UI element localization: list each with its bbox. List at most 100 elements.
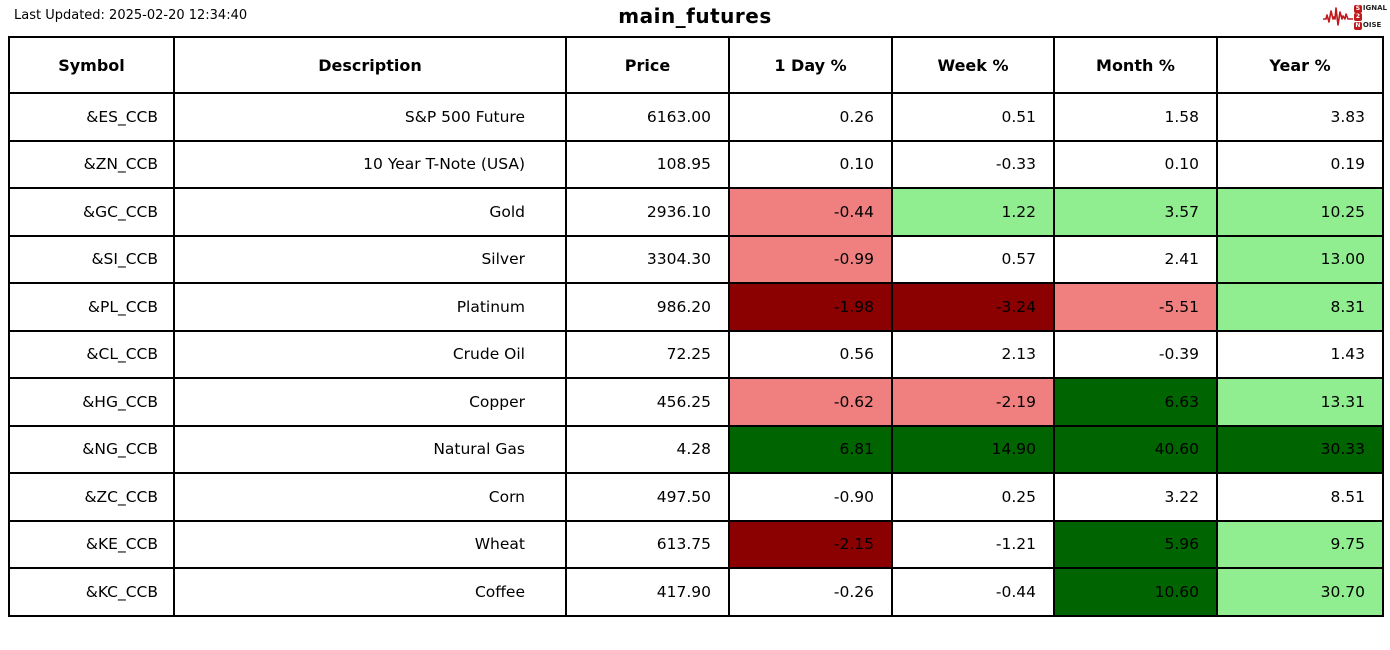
- year-cell: 10.25: [1216, 187, 1384, 237]
- logo-noise-rest: OISE: [1362, 21, 1382, 29]
- logo-line-two: 2: [1353, 13, 1387, 21]
- description-cell: Wheat: [173, 519, 567, 569]
- symbol-cell: &ES_CCB: [8, 92, 175, 142]
- year-cell: 13.31: [1216, 377, 1384, 427]
- column-header-price: Price: [565, 36, 730, 94]
- table-row: &PL_CCB Platinum 986.20 -1.98 -3.24 -5.51 8.31: [8, 282, 1384, 332]
- column-header-symbol: Symbol: [8, 36, 175, 94]
- symbol-cell: &SI_CCB: [8, 234, 175, 284]
- week-cell: 0.25: [891, 472, 1055, 522]
- week-cell: 0.51: [891, 92, 1055, 142]
- week-cell: -3.24: [891, 282, 1055, 332]
- month-cell: 0.10: [1053, 139, 1218, 189]
- day-cell: 0.10: [728, 139, 893, 189]
- price-cell: 6163.00: [565, 92, 730, 142]
- day-cell: -2.15: [728, 519, 893, 569]
- week-cell: -1.21: [891, 519, 1055, 569]
- week-cell: 0.57: [891, 234, 1055, 284]
- table-row: &GC_CCB Gold 2936.10 -0.44 1.22 3.57 10.25: [8, 187, 1384, 237]
- signal2noise-logo: S IGNAL 2 N OISE: [1322, 3, 1387, 31]
- waveform-icon: [1322, 3, 1354, 31]
- year-cell: 30.33: [1216, 424, 1384, 474]
- column-header-description: Description: [173, 36, 567, 94]
- month-cell: -0.39: [1053, 329, 1218, 379]
- price-cell: 613.75: [565, 519, 730, 569]
- column-header-month: Month %: [1053, 36, 1218, 94]
- logo-badge-n: N: [1353, 21, 1362, 30]
- day-cell: -0.62: [728, 377, 893, 427]
- description-cell: Platinum: [173, 282, 567, 332]
- table-row: &HG_CCB Copper 456.25 -0.62 -2.19 6.63 13.31: [8, 377, 1384, 427]
- logo-wordmark: S IGNAL 2 N OISE: [1353, 4, 1387, 30]
- column-header-week: Week %: [891, 36, 1055, 94]
- futures-table: Symbol Description Price 1 Day % Week % Month…: [8, 36, 1384, 617]
- day-cell: -0.26: [728, 567, 893, 617]
- price-cell: 417.90: [565, 567, 730, 617]
- symbol-cell: &KE_CCB: [8, 519, 175, 569]
- month-cell: -5.51: [1053, 282, 1218, 332]
- day-cell: 0.56: [728, 329, 893, 379]
- description-cell: Copper: [173, 377, 567, 427]
- table-row: &ES_CCB S&P 500 Future 6163.00 0.26 0.51 1.58…: [8, 92, 1384, 142]
- price-cell: 3304.30: [565, 234, 730, 284]
- table-row: &ZC_CCB Corn 497.50 -0.90 0.25 3.22 8.51: [8, 472, 1384, 522]
- logo-badge-2: 2: [1353, 13, 1362, 21]
- price-cell: 72.25: [565, 329, 730, 379]
- year-cell: 8.51: [1216, 472, 1384, 522]
- description-cell: 10 Year T-Note (USA): [173, 139, 567, 189]
- header-row: Symbol Description Price 1 Day % Week % Month…: [8, 36, 1384, 94]
- symbol-cell: &PL_CCB: [8, 282, 175, 332]
- column-header-year: Year %: [1216, 36, 1384, 94]
- price-cell: 2936.10: [565, 187, 730, 237]
- week-cell: 14.90: [891, 424, 1055, 474]
- year-cell: 30.70: [1216, 567, 1384, 617]
- logo-line-signal: S IGNAL: [1353, 4, 1387, 13]
- month-cell: 5.96: [1053, 519, 1218, 569]
- table-body: &ES_CCB S&P 500 Future 6163.00 0.26 0.51 1.58…: [8, 92, 1384, 617]
- week-cell: -0.33: [891, 139, 1055, 189]
- symbol-cell: &GC_CCB: [8, 187, 175, 237]
- symbol-cell: &HG_CCB: [8, 377, 175, 427]
- week-cell: 1.22: [891, 187, 1055, 237]
- day-cell: -1.98: [728, 282, 893, 332]
- description-cell: Natural Gas: [173, 424, 567, 474]
- logo-signal-rest: IGNAL: [1362, 4, 1387, 12]
- symbol-cell: &ZC_CCB: [8, 472, 175, 522]
- year-cell: 0.19: [1216, 139, 1384, 189]
- year-cell: 9.75: [1216, 519, 1384, 569]
- logo-line-noise: N OISE: [1353, 21, 1387, 30]
- description-cell: Silver: [173, 234, 567, 284]
- month-cell: 6.63: [1053, 377, 1218, 427]
- page-title: main_futures: [618, 4, 772, 28]
- description-cell: S&P 500 Future: [173, 92, 567, 142]
- description-cell: Gold: [173, 187, 567, 237]
- month-cell: 2.41: [1053, 234, 1218, 284]
- description-cell: Corn: [173, 472, 567, 522]
- symbol-cell: &NG_CCB: [8, 424, 175, 474]
- description-cell: Crude Oil: [173, 329, 567, 379]
- table-row: &KE_CCB Wheat 613.75 -2.15 -1.21 5.96 9.75: [8, 519, 1384, 569]
- table-row: &ZN_CCB 10 Year T-Note (USA) 108.95 0.10 -0.…: [8, 139, 1384, 189]
- price-cell: 986.20: [565, 282, 730, 332]
- table-row: &SI_CCB Silver 3304.30 -0.99 0.57 2.41 13.00: [8, 234, 1384, 284]
- day-cell: 6.81: [728, 424, 893, 474]
- column-header-day: 1 Day %: [728, 36, 893, 94]
- day-cell: -0.90: [728, 472, 893, 522]
- month-cell: 1.58: [1053, 92, 1218, 142]
- month-cell: 10.60: [1053, 567, 1218, 617]
- table-header: Symbol Description Price 1 Day % Week % Month…: [8, 36, 1384, 94]
- week-cell: 2.13: [891, 329, 1055, 379]
- month-cell: 3.57: [1053, 187, 1218, 237]
- week-cell: -0.44: [891, 567, 1055, 617]
- day-cell: -0.99: [728, 234, 893, 284]
- year-cell: 8.31: [1216, 282, 1384, 332]
- symbol-cell: &CL_CCB: [8, 329, 175, 379]
- month-cell: 40.60: [1053, 424, 1218, 474]
- table-row: &KC_CCB Coffee 417.90 -0.26 -0.44 10.60 30.70: [8, 567, 1384, 617]
- price-cell: 108.95: [565, 139, 730, 189]
- week-cell: -2.19: [891, 377, 1055, 427]
- symbol-cell: &KC_CCB: [8, 567, 175, 617]
- year-cell: 1.43: [1216, 329, 1384, 379]
- price-cell: 497.50: [565, 472, 730, 522]
- description-cell: Coffee: [173, 567, 567, 617]
